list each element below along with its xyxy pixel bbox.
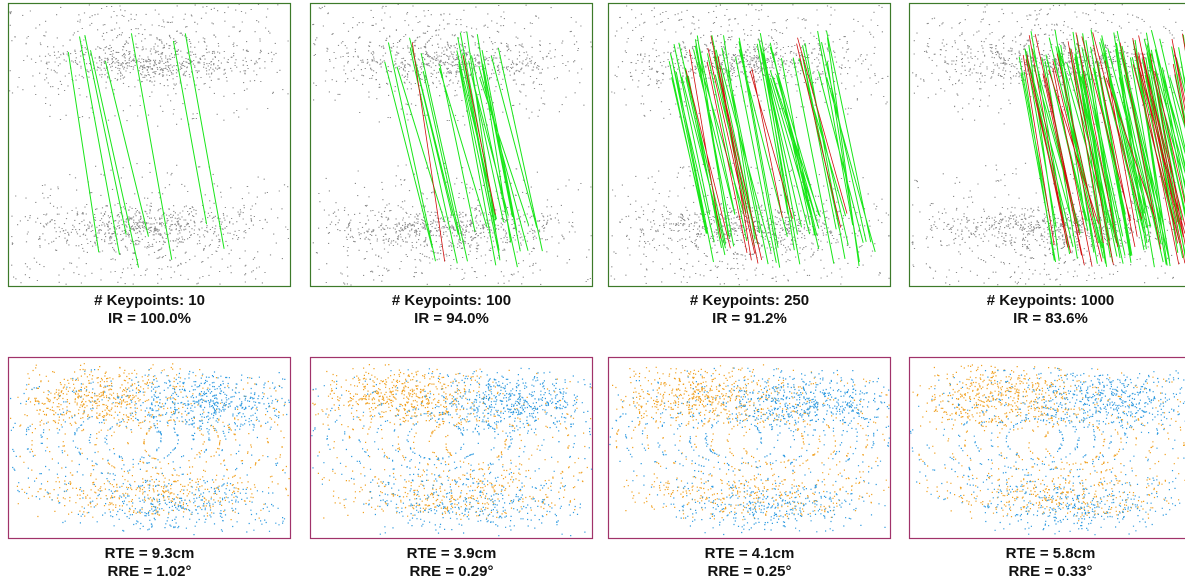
rte-caption: RTE = 5.8cm [1006, 545, 1096, 562]
rre-caption: RRE = 1.02° [108, 563, 192, 580]
panel-frame [9, 358, 291, 539]
rte-caption: RTE = 9.3cm [105, 545, 195, 562]
keypoints-caption: # Keypoints: 250 [690, 292, 809, 309]
rre-caption: RRE = 0.33° [1009, 563, 1093, 580]
ir-caption: IR = 91.2% [712, 310, 787, 327]
ir-caption: IR = 100.0% [108, 310, 191, 327]
rte-caption: RTE = 4.1cm [705, 545, 795, 562]
keypoints-caption: # Keypoints: 10 [94, 292, 205, 309]
rre-caption: RRE = 0.29° [410, 563, 494, 580]
rte-caption: RTE = 3.9cm [407, 545, 497, 562]
ir-caption: IR = 83.6% [1013, 310, 1088, 327]
alignment-panel [910, 358, 1185, 539]
registration-panel [9, 4, 291, 287]
ir-caption: IR = 94.0% [414, 310, 489, 327]
alignment-panel [609, 358, 891, 539]
registration-panel [311, 4, 593, 287]
keypoints-caption: # Keypoints: 1000 [987, 292, 1115, 309]
alignment-panel [9, 358, 291, 539]
keypoints-caption: # Keypoints: 100 [392, 292, 511, 309]
figure: # Keypoints: 10IR = 100.0%RTE = 9.3cmRRE… [0, 0, 1185, 586]
panel-frame [609, 358, 891, 539]
rre-caption: RRE = 0.25° [708, 563, 792, 580]
registration-panel [609, 4, 891, 287]
panel-frame [9, 4, 291, 287]
alignment-panel [311, 358, 593, 539]
registration-panel [910, 4, 1185, 287]
